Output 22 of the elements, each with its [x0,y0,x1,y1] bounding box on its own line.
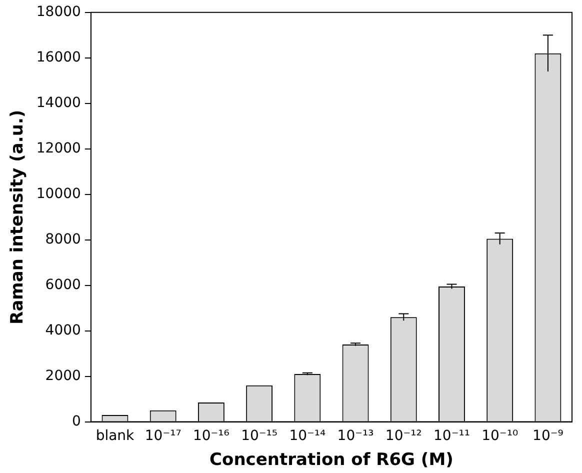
y-tick-label: 16000 [36,50,81,66]
y-tick-label: 12000 [36,140,81,157]
x-tick-label: 10⁻¹² [385,428,422,444]
x-axis-title: Concentration of R6G (M) [210,450,454,470]
x-tick-label: 10⁻¹⁵ [241,428,278,444]
y-tick-label: 6000 [45,276,81,293]
y-tick-label: 4000 [45,322,81,338]
y-tick-label: 0 [72,413,81,430]
x-tick-label: 10⁻¹⁶ [192,428,230,444]
x-tick-label: 10⁻¹⁴ [289,428,326,444]
y-tick-label: 2000 [45,368,81,384]
x-tick-label: blank [96,428,136,444]
y-tick-label: 18000 [36,4,81,20]
y-tick-label: 10000 [36,186,81,202]
x-tick-label: 10⁻¹⁷ [144,428,182,444]
y-tick-label: 14000 [36,95,81,112]
y-tick-label: 8000 [45,231,81,248]
x-tick-label: 10⁻¹¹ [434,428,470,444]
y-axis-title: Raman intensity (a.u.) [8,110,28,324]
x-tick-label: 10⁻¹³ [337,428,374,444]
x-tick-label: 10⁻¹⁰ [482,428,518,444]
x-tick-label: 10⁻⁹ [532,428,564,444]
